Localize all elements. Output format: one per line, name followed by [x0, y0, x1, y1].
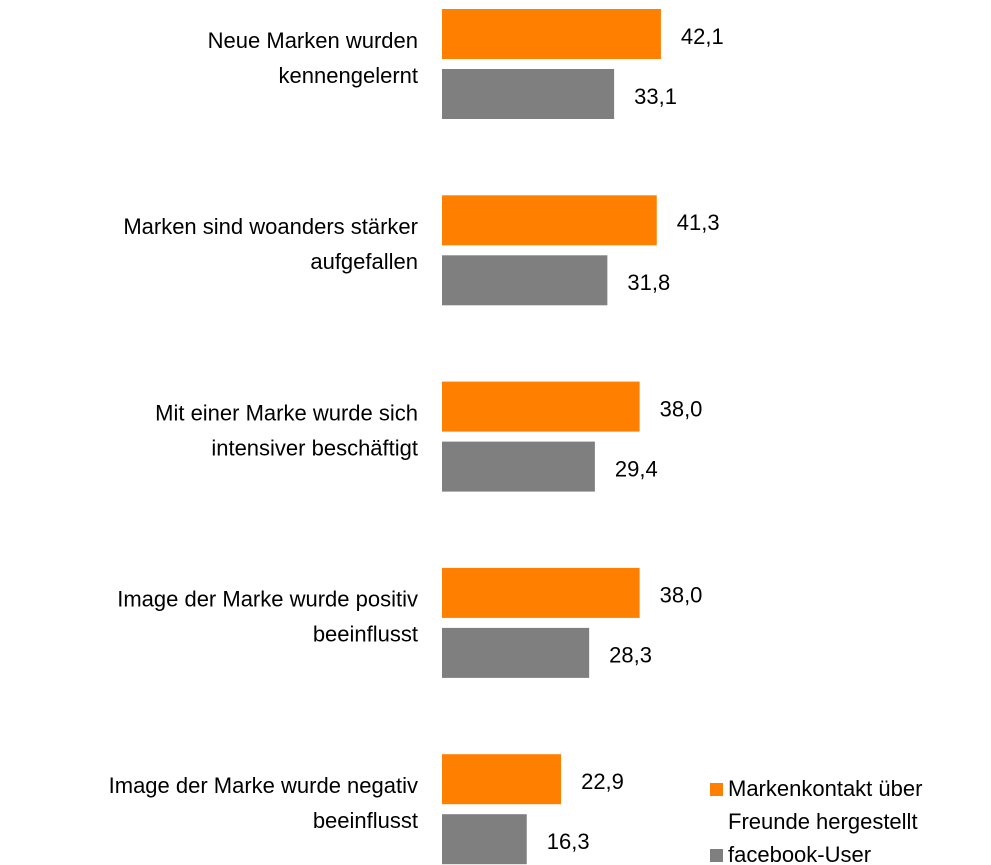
legend-swatch: [710, 849, 723, 862]
value-label: 42,1: [681, 24, 724, 49]
value-label: 29,4: [615, 456, 658, 481]
bar: [442, 567, 640, 618]
category-label: kennengelernt: [279, 63, 418, 88]
legend-label: Freunde hergestellt: [728, 809, 918, 834]
bar: [442, 627, 590, 678]
value-label: 31,8: [627, 270, 670, 295]
value-label: 38,0: [660, 396, 703, 421]
value-label: 38,0: [660, 583, 703, 608]
category-label: beeinflusst: [313, 622, 418, 647]
category-label: Image der Marke wurde negativ: [109, 773, 418, 798]
category-label: aufgefallen: [310, 249, 418, 274]
bar: [442, 754, 562, 805]
category-label: Neue Marken wurden: [208, 28, 418, 53]
category-label: Marken sind woanders stärker: [123, 214, 418, 239]
legend-swatch: [710, 783, 723, 796]
legend-label: facebook-User: [728, 842, 871, 865]
category-label: intensiver beschäftigt: [211, 435, 418, 460]
bar: [442, 381, 640, 432]
bar: [442, 441, 595, 492]
value-label: 28,3: [609, 643, 652, 668]
category-label: Image der Marke wurde positiv: [117, 587, 418, 612]
value-label: 22,9: [581, 769, 624, 794]
value-label: 33,1: [634, 84, 677, 109]
bar: [442, 9, 661, 59]
legend-label: Markenkontakt über: [728, 776, 922, 801]
value-label: 16,3: [547, 829, 590, 854]
bar: [442, 255, 608, 306]
bar: [442, 814, 527, 865]
bar: [442, 69, 615, 119]
category-label: Mit einer Marke wurde sich: [155, 400, 418, 425]
category-label: beeinflusst: [313, 808, 418, 833]
value-label: 41,3: [677, 210, 720, 235]
bar: [442, 195, 657, 246]
